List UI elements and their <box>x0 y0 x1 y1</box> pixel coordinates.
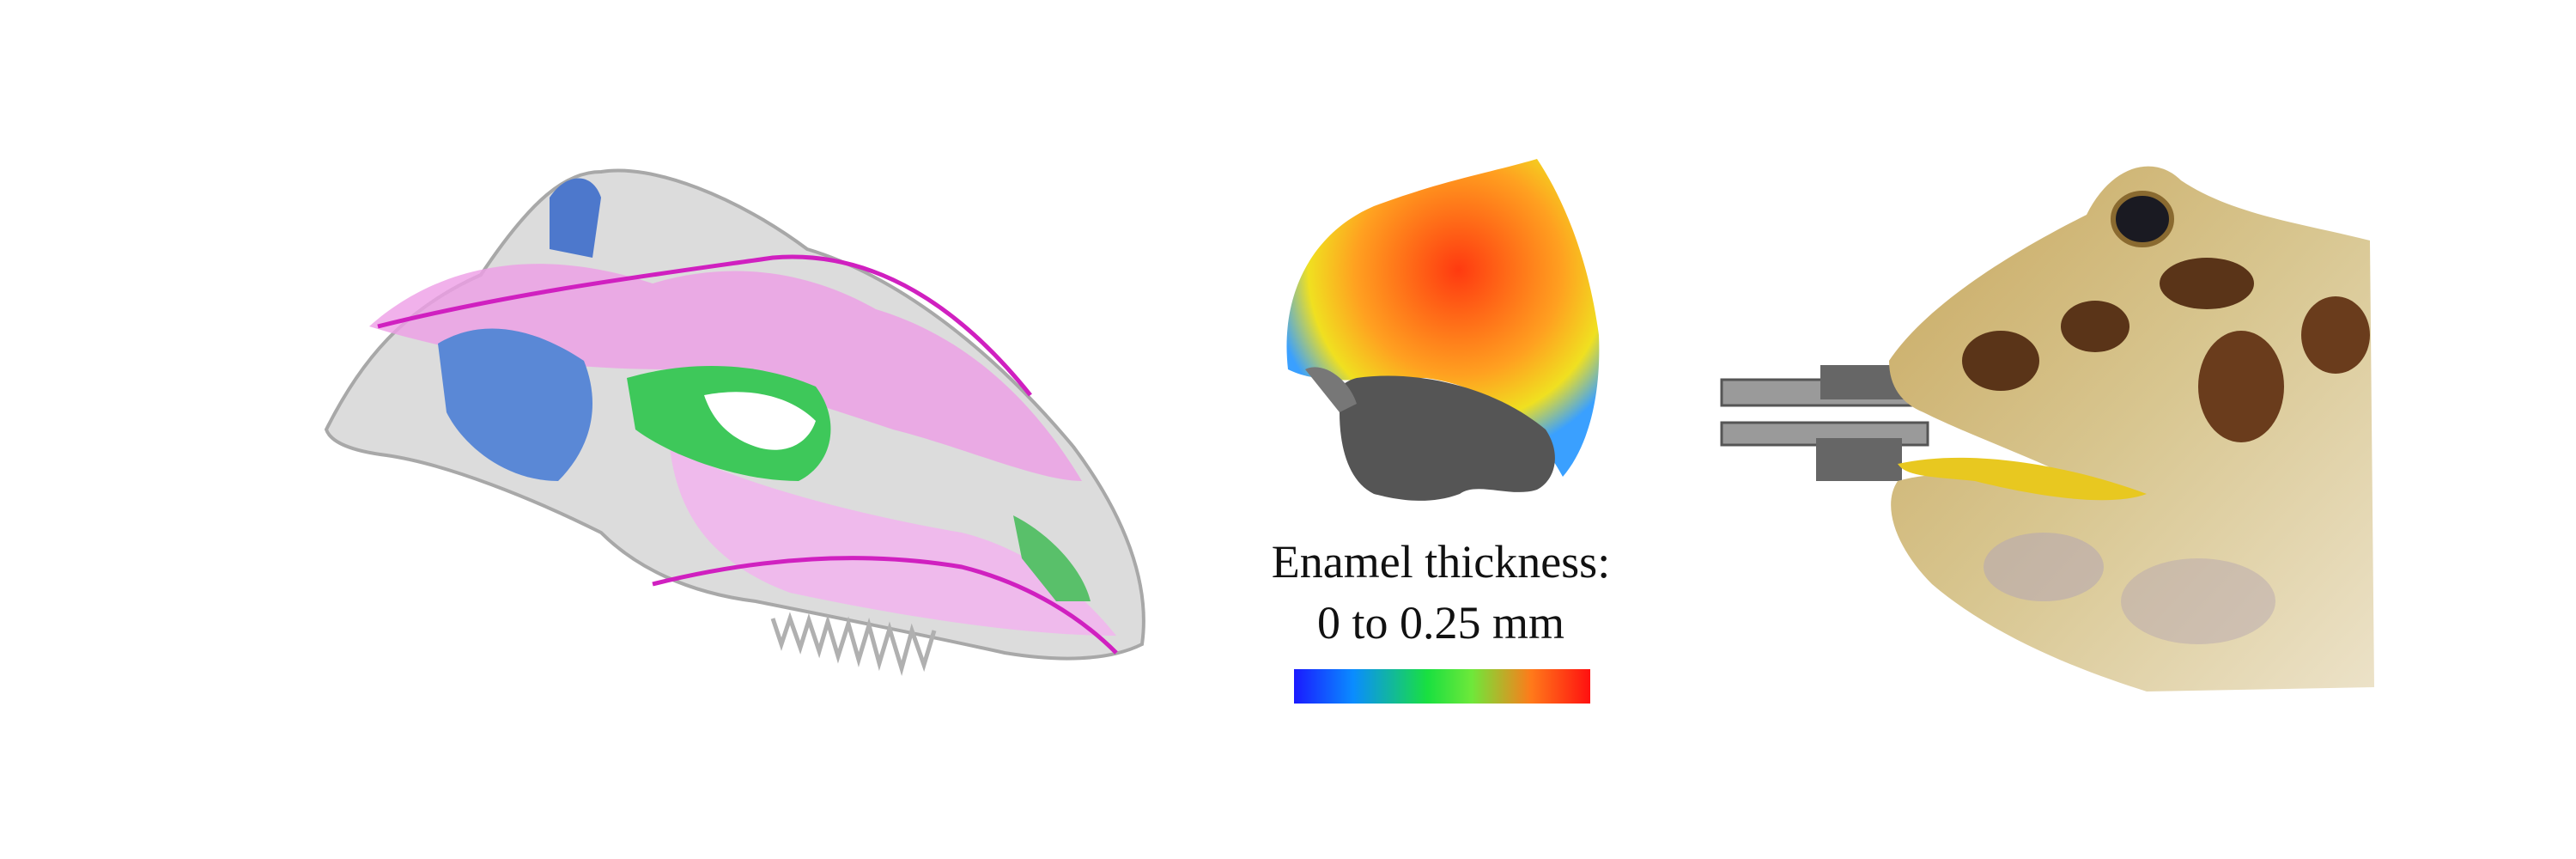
frog-image <box>1720 166 2374 691</box>
caption-line: 0 to 0.25 mm <box>1317 597 1564 649</box>
caption-line: Enamel thickness: <box>1272 536 1610 588</box>
colorbar <box>1294 669 1590 704</box>
tooth-image <box>1286 159 1600 501</box>
skull-image <box>324 168 1145 677</box>
